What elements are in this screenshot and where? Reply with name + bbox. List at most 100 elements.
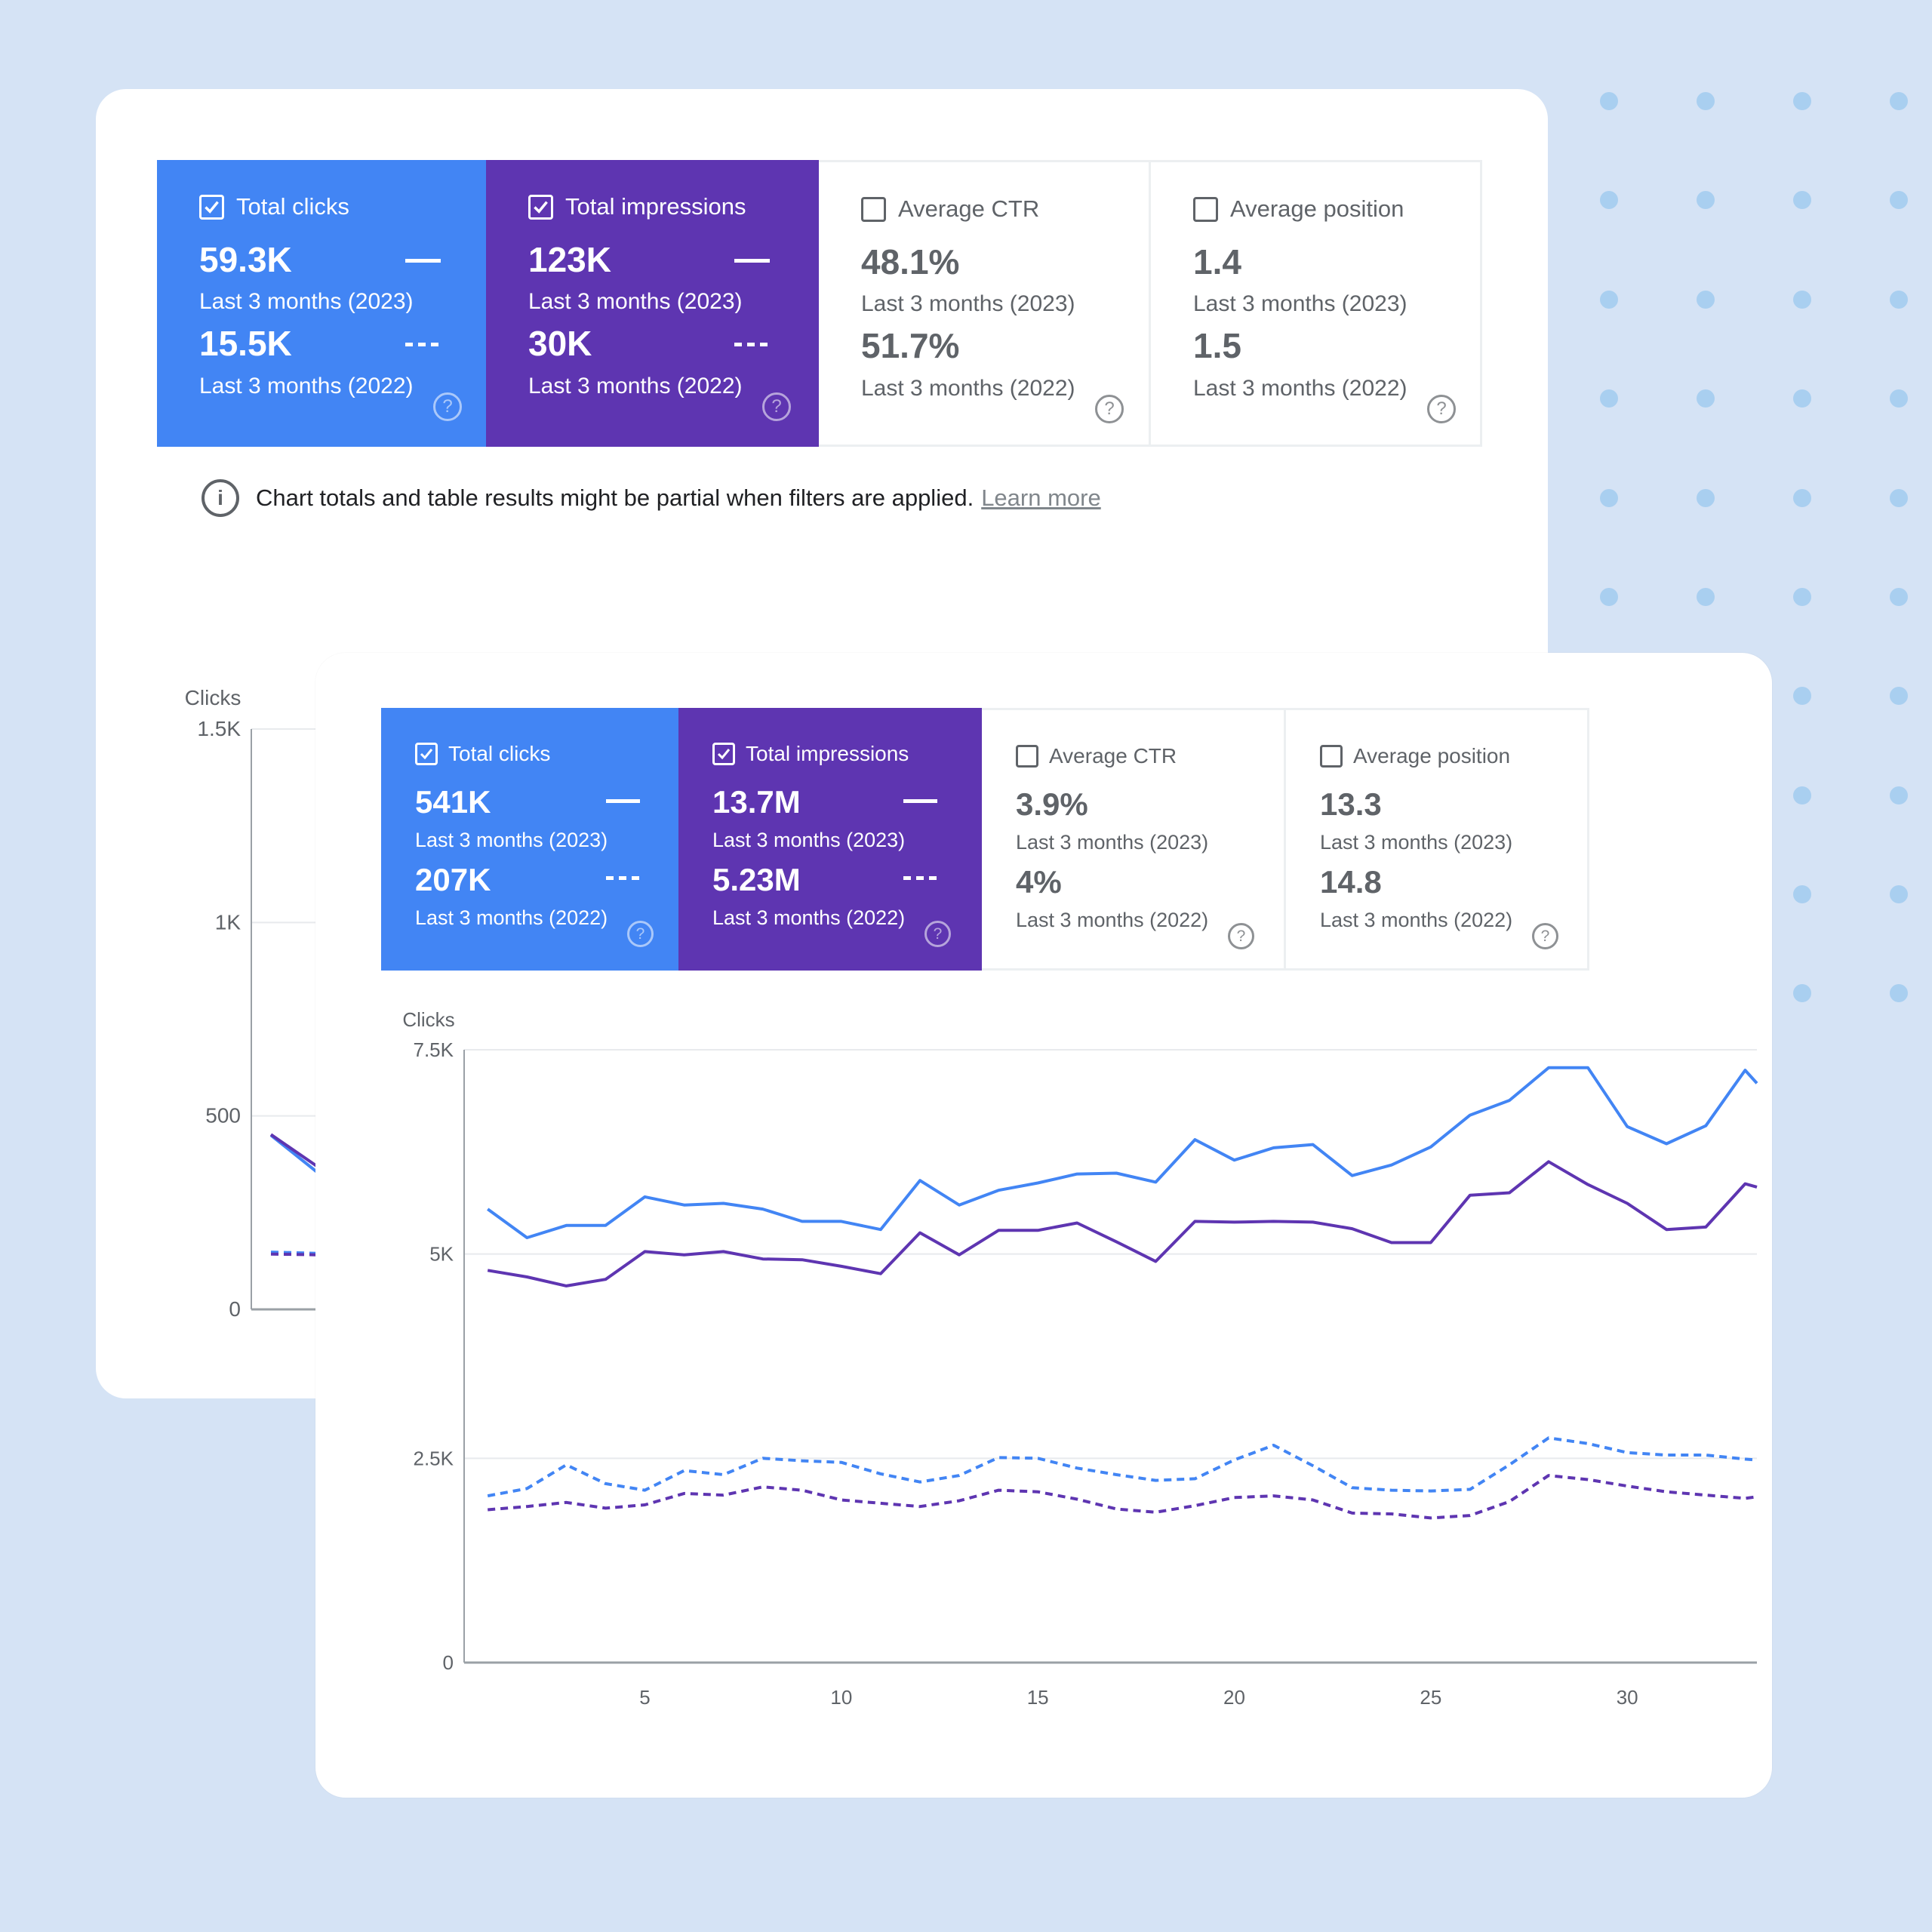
y-tick-label: 500 — [205, 1104, 241, 1128]
x-tick-label: 10 — [830, 1686, 852, 1709]
background-dot — [1793, 291, 1811, 309]
background-dot — [1793, 389, 1811, 408]
checkbox-unchecked-icon[interactable] — [1193, 196, 1218, 222]
checkbox-checked-icon[interactable] — [712, 743, 735, 765]
metric-period-current: Last 3 months (2023) — [528, 289, 743, 314]
background-dot — [1697, 291, 1715, 309]
background-dot — [1890, 291, 1908, 309]
background-dot — [1600, 389, 1618, 408]
metric-value-current: 541K — [415, 784, 491, 820]
metric-value-previous: 51.7% — [861, 326, 960, 365]
background-dot — [1890, 389, 1908, 408]
background-dot — [1890, 786, 1908, 804]
metric-label: Average CTR — [898, 195, 1040, 222]
background-dot — [1793, 984, 1811, 1002]
metric-period-previous: Last 3 months (2022) — [712, 906, 906, 929]
background-dot — [1890, 687, 1908, 705]
background-dot — [1697, 191, 1715, 209]
checkbox-checked-icon[interactable] — [528, 194, 553, 220]
x-tick-label: 15 — [1027, 1686, 1049, 1709]
background-dot — [1793, 191, 1811, 209]
metric-value-current: 48.1% — [861, 242, 960, 281]
checkmark-icon — [534, 201, 548, 214]
help-icon[interactable]: ? — [924, 921, 951, 947]
metric-period-current: Last 3 months (2023) — [861, 291, 1075, 316]
checkmark-icon — [205, 201, 219, 214]
checkmark-icon — [420, 749, 433, 760]
metric-value-previous: 30K — [528, 324, 592, 363]
legend-solid-line-icon — [903, 799, 937, 803]
metric-tile-total-clicks[interactable]: Total clicks 59.3K Last 3 months (2023) … — [157, 160, 486, 447]
x-tick-label: 5 — [639, 1686, 650, 1709]
metric-period-previous: Last 3 months (2022) — [199, 374, 414, 398]
background-dot — [1600, 588, 1618, 606]
background-dot — [1793, 489, 1811, 507]
metric-value-previous: 1.5 — [1193, 326, 1241, 365]
x-tick-label: 20 — [1223, 1686, 1245, 1709]
y-tick-label: 7.5K — [414, 1038, 454, 1061]
metric-tile-average-ctr[interactable]: Average CTR 48.1% Last 3 months (2023) 5… — [819, 160, 1151, 447]
background-dot — [1890, 885, 1908, 903]
background-dot — [1793, 92, 1811, 110]
metric-tile-average-ctr[interactable]: Average CTR 3.9% Last 3 months (2023) 4%… — [982, 708, 1286, 971]
metric-label: Total impressions — [746, 742, 909, 765]
checkbox-checked-icon[interactable] — [199, 194, 224, 220]
help-icon[interactable]: ? — [627, 921, 654, 947]
checkbox-checked-icon[interactable] — [415, 743, 438, 765]
series-line-previous-impressions — [488, 1474, 1758, 1520]
background-dot — [1697, 588, 1715, 606]
metric-period-previous: Last 3 months (2022) — [528, 374, 743, 398]
background-dot — [1890, 984, 1908, 1002]
front-metric-tiles: Total clicks 541K Last 3 months (2023) 2… — [381, 708, 1589, 971]
metric-value-previous: 207K — [415, 862, 491, 897]
help-icon[interactable]: ? — [762, 392, 791, 421]
metric-tile-average-position[interactable]: Average position 13.3 Last 3 months (202… — [1286, 708, 1589, 971]
metric-value-previous: 14.8 — [1320, 864, 1382, 900]
background-dot — [1697, 489, 1715, 507]
notice-text: Chart totals and table results might be … — [256, 485, 974, 511]
background-dot — [1697, 389, 1715, 408]
legend-solid-line-icon — [405, 259, 441, 263]
checkbox-unchecked-icon[interactable] — [1320, 745, 1343, 768]
metric-period-current: Last 3 months (2023) — [1193, 291, 1407, 316]
metric-tile-total-clicks[interactable]: Total clicks 541K Last 3 months (2023) 2… — [381, 708, 678, 971]
metric-tile-total-impressions[interactable]: Total impressions 123K Last 3 months (20… — [486, 160, 819, 447]
metric-period-previous: Last 3 months (2022) — [1320, 909, 1513, 931]
learn-more-link[interactable]: Learn more — [981, 485, 1101, 511]
metric-tile-average-position[interactable]: Average position 1.4 Last 3 months (2023… — [1151, 160, 1482, 447]
background-dot — [1890, 489, 1908, 507]
checkbox-unchecked-icon[interactable] — [861, 196, 886, 222]
legend-solid-line-icon — [734, 259, 770, 263]
background-dot — [1600, 489, 1618, 507]
metric-period-previous: Last 3 months (2022) — [1016, 909, 1209, 931]
series-line-current-impressions — [269, 1133, 318, 1168]
front-performance-card: Total clicks 541K Last 3 months (2023) 2… — [315, 653, 1772, 1798]
background-dot — [1600, 92, 1618, 110]
background-dot — [1890, 191, 1908, 209]
help-icon[interactable]: ? — [1427, 395, 1456, 423]
metric-period-current: Last 3 months (2023) — [1016, 831, 1209, 854]
metric-label: Average position — [1230, 195, 1404, 222]
y-axis-label: Clicks — [185, 686, 242, 709]
metric-value-current: 13.7M — [712, 784, 801, 820]
metric-period-current: Last 3 months (2023) — [1320, 831, 1513, 854]
help-icon[interactable]: ? — [1228, 923, 1254, 949]
metric-value-current: 123K — [528, 240, 611, 279]
help-icon[interactable]: ? — [433, 392, 462, 421]
y-tick-label: 1.5K — [197, 717, 241, 740]
metric-tile-total-impressions[interactable]: Total impressions 13.7M Last 3 months (2… — [678, 708, 982, 971]
y-tick-label: 1K — [215, 910, 242, 934]
checkbox-unchecked-icon[interactable] — [1016, 745, 1038, 768]
background-dot — [1890, 588, 1908, 606]
y-tick-label: 2.5K — [414, 1447, 454, 1469]
metric-period-current: Last 3 months (2023) — [712, 829, 906, 851]
metric-value-current: 3.9% — [1016, 786, 1088, 822]
metric-value-previous: 4% — [1016, 864, 1062, 900]
metric-label: Average position — [1353, 744, 1511, 768]
help-icon[interactable]: ? — [1532, 923, 1558, 949]
help-icon[interactable]: ? — [1095, 395, 1124, 423]
background-dot — [1793, 588, 1811, 606]
metric-value-current: 59.3K — [199, 240, 292, 279]
background-dot — [1793, 786, 1811, 804]
info-icon: i — [202, 479, 239, 517]
